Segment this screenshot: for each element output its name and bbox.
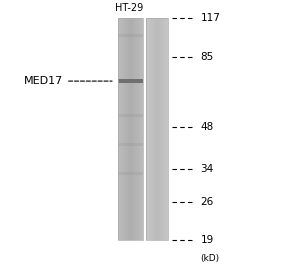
Bar (128, 18, 129, 240)
Bar (125, 18, 126, 240)
Bar (118, 172, 143, 175)
Text: 117: 117 (200, 13, 220, 23)
Bar (151, 18, 153, 240)
Bar (127, 18, 128, 240)
Bar (118, 18, 119, 240)
Bar (157, 18, 158, 240)
Bar (161, 18, 162, 240)
Bar (126, 18, 127, 240)
Bar (146, 18, 168, 240)
Bar (159, 18, 160, 240)
Bar (135, 18, 136, 240)
Bar (164, 18, 165, 240)
Bar (142, 18, 143, 240)
Bar (137, 18, 138, 240)
Bar (154, 18, 155, 240)
Bar (162, 18, 164, 240)
Bar (139, 18, 140, 240)
Text: (kD): (kD) (200, 254, 220, 263)
Bar (149, 18, 150, 240)
Text: 26: 26 (200, 197, 214, 207)
Bar (156, 18, 157, 240)
Bar (129, 18, 130, 240)
Bar (121, 18, 122, 240)
Bar (124, 18, 125, 240)
Bar (160, 18, 161, 240)
Bar (122, 18, 123, 240)
Bar (136, 18, 137, 240)
Bar (166, 18, 167, 240)
Bar (148, 18, 149, 240)
Bar (158, 18, 159, 240)
Bar (130, 18, 131, 240)
Bar (118, 34, 143, 37)
Bar (146, 18, 147, 240)
Bar (119, 18, 120, 240)
Bar (134, 18, 135, 240)
Bar (132, 18, 133, 240)
Bar (147, 18, 148, 240)
Bar (133, 18, 134, 240)
Bar (131, 18, 132, 240)
Bar (141, 18, 142, 240)
Text: 48: 48 (200, 122, 214, 132)
Bar (118, 114, 143, 117)
Bar (120, 18, 121, 240)
Bar (150, 18, 151, 240)
Bar (165, 18, 166, 240)
Text: MED17: MED17 (24, 76, 63, 86)
Bar (138, 18, 139, 240)
Text: HT-29: HT-29 (115, 3, 143, 13)
Bar (167, 18, 168, 240)
Bar (118, 143, 143, 146)
Bar (155, 18, 156, 240)
Text: 34: 34 (200, 164, 214, 174)
Text: 85: 85 (200, 52, 214, 62)
Bar (118, 79, 143, 83)
Bar (140, 18, 141, 240)
Bar (123, 18, 124, 240)
Text: 19: 19 (200, 235, 214, 245)
Bar (153, 18, 154, 240)
Bar (118, 18, 143, 240)
